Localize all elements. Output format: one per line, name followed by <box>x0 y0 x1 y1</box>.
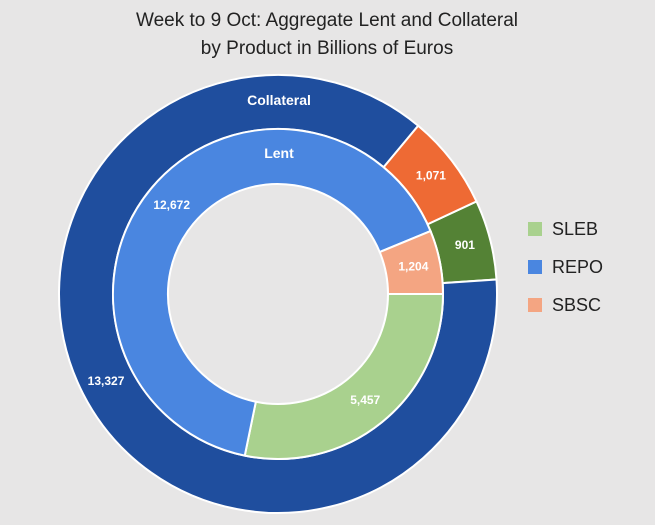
lent-slice-sbsc <box>378 229 445 295</box>
legend-label-sleb: SLEB <box>552 219 598 239</box>
collateral-label-sleb: 901 <box>455 238 475 252</box>
lent-slice-repo <box>112 128 432 457</box>
legend-swatch-sbsc <box>528 298 542 312</box>
legend: SLEB REPO SBSC <box>528 219 603 315</box>
legend-label-sbsc: SBSC <box>552 295 601 315</box>
chart-title-line-2: by Product in Billions of Euros <box>201 38 453 59</box>
lent-label-repo: 12,672 <box>153 198 190 212</box>
data-labels-group: 901 13,327 1,071 5,457 12,672 1,204 <box>88 168 476 407</box>
legend-swatch-repo <box>528 260 542 274</box>
lent-slice-sleb <box>243 293 445 460</box>
slices-group <box>58 74 498 514</box>
collateral-label-repo: 13,327 <box>88 374 125 388</box>
lent-label-sbsc: 1,204 <box>398 259 428 273</box>
lent-label-sleb: 5,457 <box>350 393 380 407</box>
chart-title-line-1: Week to 9 Oct: Aggregate Lent and Collat… <box>136 10 518 31</box>
legend-swatch-sleb <box>528 222 542 236</box>
inner-ring-name: Lent <box>264 145 294 161</box>
legend-label-repo: REPO <box>552 257 603 277</box>
collateral-label-sbsc: 1,071 <box>416 168 446 182</box>
outer-ring-name: Collateral <box>247 92 311 108</box>
